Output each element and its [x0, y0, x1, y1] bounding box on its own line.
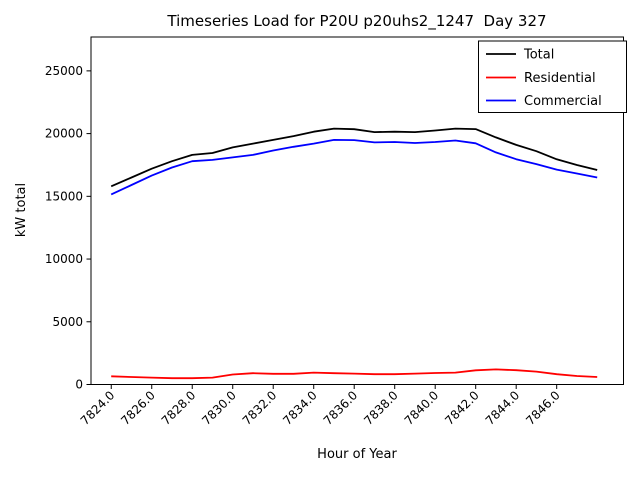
series-line-residential — [111, 368, 598, 380]
chart-title: Timeseries Load for P20U p20uhs2_1247 Da… — [166, 12, 546, 31]
series-line-total — [110, 127, 598, 188]
y-tick-label: 25000 — [45, 64, 83, 78]
axes-border — [90, 36, 624, 385]
y-axis-label: kW total — [14, 183, 29, 237]
y-axis-ticks — [86, 70, 91, 385]
legend: Total Residential Commercial — [478, 40, 627, 113]
x-axis-ticks — [110, 384, 558, 389]
y-tick-label: 10000 — [45, 252, 83, 266]
y-tick-label: 0 — [75, 378, 83, 392]
y-tick-label: 5000 — [52, 315, 83, 329]
legend-label-total: Total — [523, 48, 554, 63]
y-axis-tick-labels: 0 5000 10000 15000 20000 25000 — [45, 64, 83, 392]
y-tick-label: 20000 — [45, 127, 83, 141]
y-tick-label: 15000 — [45, 189, 83, 203]
series-line-commercial — [110, 138, 598, 196]
legend-label-residential: Residential — [524, 71, 596, 86]
legend-label-commercial: Commercial — [524, 94, 602, 109]
x-axis-label: Hour of Year — [317, 447, 397, 462]
plot-lines — [110, 127, 598, 380]
